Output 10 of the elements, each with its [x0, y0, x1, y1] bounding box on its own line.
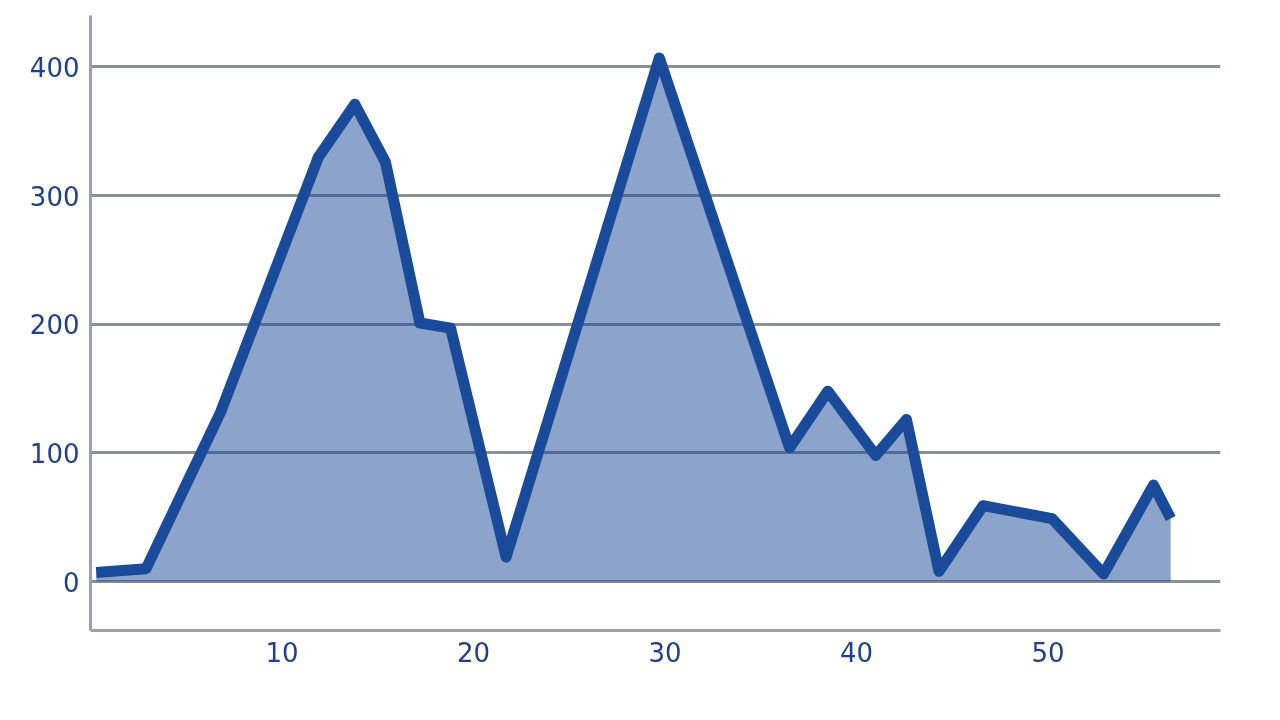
x-tick-label: 20 — [457, 637, 491, 668]
y-tick-label: 400 — [29, 52, 80, 83]
y-tick-label: 100 — [29, 438, 80, 469]
x-tick-label: 50 — [1031, 637, 1065, 668]
y-tick-label: 200 — [29, 310, 80, 341]
y-tick-label: 0 — [62, 567, 80, 598]
y-tick-label: 300 — [29, 181, 80, 212]
x-tick-label: 40 — [840, 637, 874, 668]
x-tick-label: 30 — [648, 637, 682, 668]
x-tick-label: 10 — [265, 637, 299, 668]
